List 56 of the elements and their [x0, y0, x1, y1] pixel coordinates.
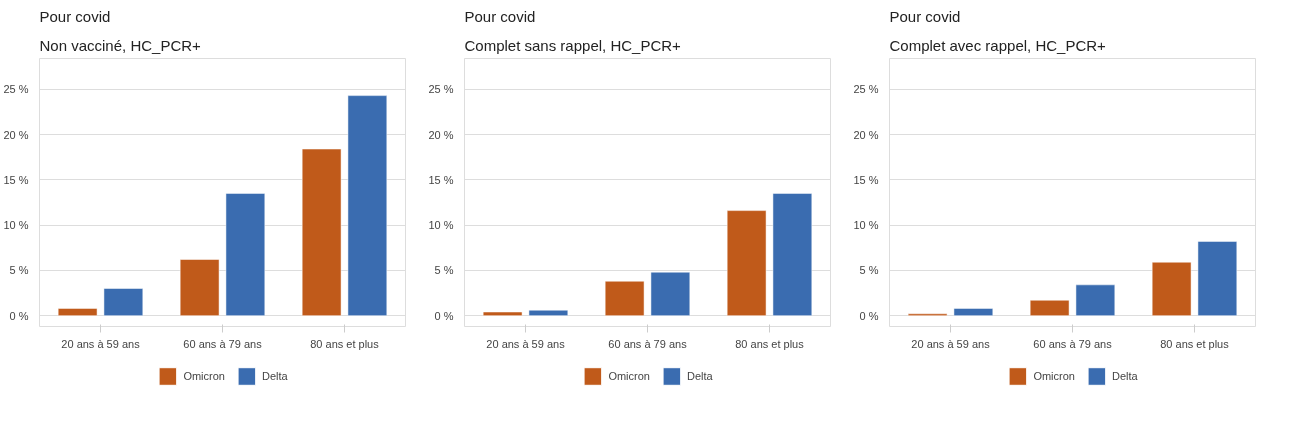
bar	[604, 280, 645, 316]
bar	[650, 271, 691, 316]
bar	[1151, 261, 1192, 316]
y-tick-label: 10 %	[853, 219, 879, 232]
chart-title: Pour covid	[464, 7, 536, 25]
legend-label: Delta	[261, 370, 288, 382]
bar	[772, 193, 813, 316]
bar	[225, 193, 266, 316]
y-tick-label: 0 %	[859, 309, 879, 322]
y-tick-label: 5 %	[434, 264, 454, 277]
y-tick-label: 25 %	[853, 83, 879, 96]
bar	[57, 308, 98, 316]
y-tick-label: 5 %	[9, 264, 29, 277]
x-tick-label: 80 ans et plus	[310, 337, 380, 350]
y-tick-label: 15 %	[853, 173, 879, 186]
y-tick-label: 15 %	[3, 173, 29, 186]
legend-label: Delta	[1111, 370, 1138, 382]
legend-label: Delta	[686, 370, 713, 382]
bar	[1075, 284, 1116, 316]
chart-subtitle: Complet avec rappel, HC_PCR+	[889, 36, 1107, 54]
chart-subtitle: Complet sans rappel, HC_PCR+	[464, 36, 682, 54]
y-tick-label: 25 %	[428, 83, 454, 96]
x-tick-label: 60 ans à 79 ans	[1033, 337, 1113, 350]
y-tick-label: 0 %	[434, 309, 454, 322]
y-tick-label: 20 %	[428, 128, 454, 141]
bar	[179, 259, 220, 316]
y-tick-label: 10 %	[3, 219, 29, 232]
y-tick-label: 5 %	[859, 264, 879, 277]
legend-label: Omicron	[608, 370, 650, 382]
x-tick-label: 20 ans à 59 ans	[61, 337, 141, 350]
x-tick-label: 20 ans à 59 ans	[911, 337, 991, 350]
chart-title: Pour covid	[39, 7, 111, 25]
x-tick-label: 80 ans et plus	[735, 337, 805, 350]
y-tick-label: 25 %	[3, 83, 29, 96]
chart-subtitle: Non vacciné, HC_PCR+	[39, 36, 202, 54]
y-tick-label: 20 %	[3, 128, 29, 141]
bar	[953, 308, 994, 316]
y-tick-label: 10 %	[428, 219, 454, 232]
x-tick-label: 60 ans à 79 ans	[608, 337, 688, 350]
bar	[103, 288, 144, 316]
y-tick-label: 20 %	[853, 128, 879, 141]
x-tick-label: 20 ans à 59 ans	[486, 337, 566, 350]
y-tick-label: 0 %	[9, 309, 29, 322]
bar	[528, 309, 569, 316]
y-tick-label: 15 %	[428, 173, 454, 186]
bar	[1197, 241, 1238, 316]
x-tick-label: 60 ans à 79 ans	[183, 337, 263, 350]
legend-label: Omicron	[1033, 370, 1075, 382]
bar	[347, 95, 388, 316]
bar	[726, 210, 767, 316]
bar	[301, 148, 342, 316]
bar	[1029, 299, 1070, 316]
x-tick-label: 80 ans et plus	[1160, 337, 1230, 350]
chart-title: Pour covid	[889, 7, 961, 25]
bar	[482, 311, 523, 316]
legend-label: Omicron	[183, 370, 225, 382]
